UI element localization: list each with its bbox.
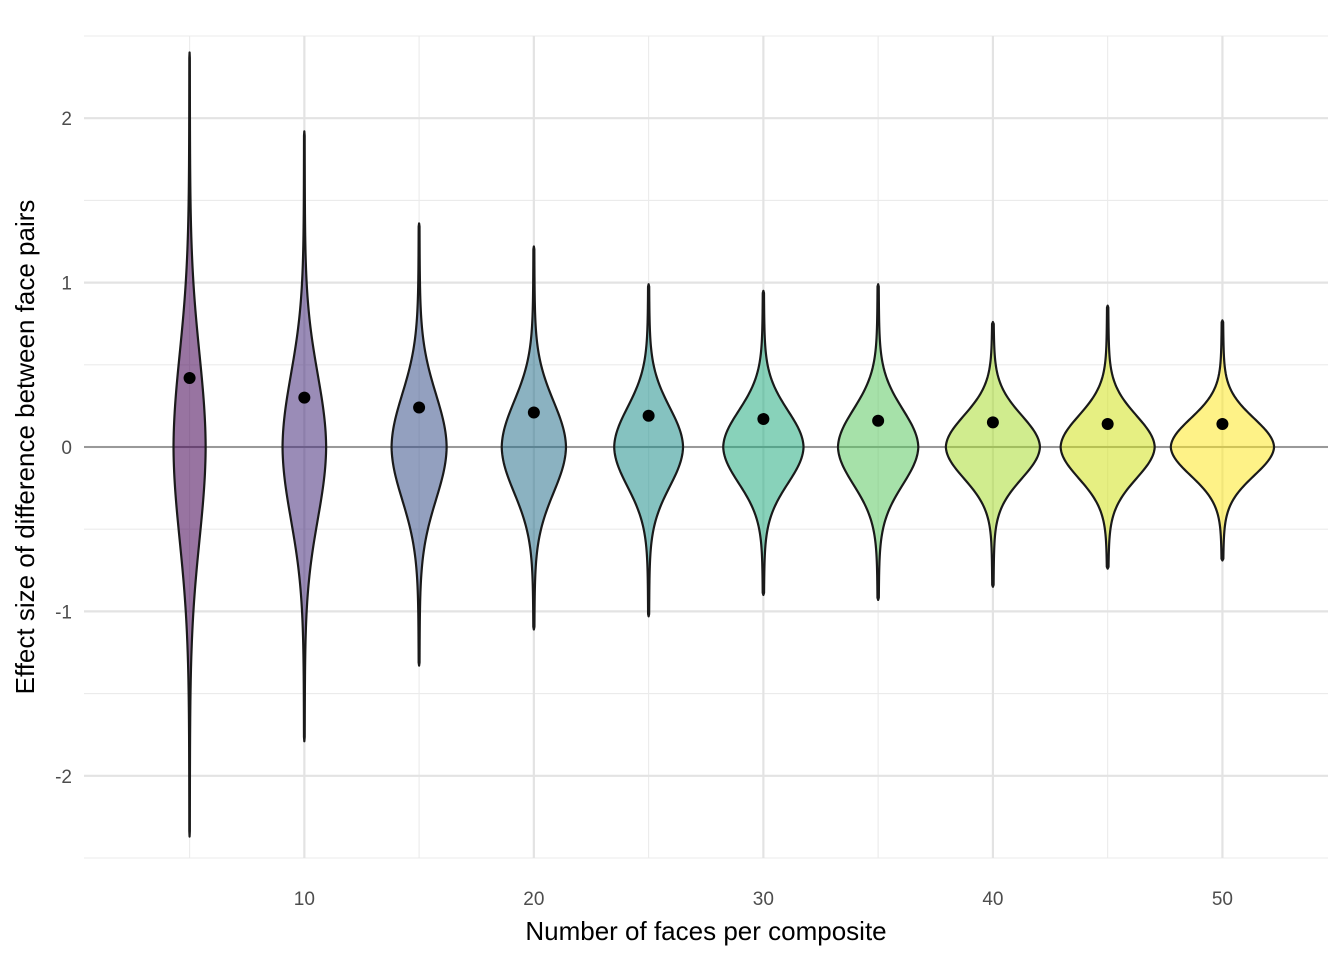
- violin-5: [172, 51, 207, 838]
- mean-point-50: [1216, 417, 1229, 430]
- y-tick-label: 1: [61, 274, 72, 295]
- y-axis-ticks: -2 -1 0 1 2: [55, 109, 72, 788]
- violin-25: [613, 283, 685, 618]
- y-tick-label: 2: [61, 109, 72, 130]
- mean-point-5: [183, 371, 196, 384]
- violin-40: [944, 320, 1042, 588]
- x-tick-label: 40: [982, 889, 1003, 910]
- y-tick-label: -1: [55, 602, 72, 623]
- x-tick-label: 20: [523, 889, 544, 910]
- mean-point-45: [1101, 417, 1114, 430]
- violin-45: [1059, 304, 1156, 570]
- violin-20: [500, 245, 568, 631]
- x-tick-label: 30: [753, 889, 774, 910]
- x-tick-label: 10: [294, 889, 315, 910]
- y-tick-label: 0: [61, 438, 72, 459]
- mean-point-10: [298, 391, 311, 404]
- violin-30: [722, 289, 805, 597]
- mean-points: [183, 371, 1229, 430]
- mean-point-20: [527, 406, 540, 419]
- mean-point-30: [757, 413, 770, 426]
- mean-point-15: [413, 401, 426, 414]
- x-axis-ticks: 10 20 30 40 50: [294, 889, 1233, 910]
- x-axis-title: Number of faces per composite: [525, 916, 886, 946]
- mean-point-35: [872, 414, 885, 427]
- violin-35: [836, 283, 920, 601]
- x-tick-label: 50: [1212, 889, 1233, 910]
- mean-point-40: [986, 416, 999, 429]
- violin-50: [1169, 319, 1276, 562]
- mean-point-25: [642, 409, 655, 422]
- violin-15: [390, 222, 448, 667]
- y-axis-title: Effect size of difference between face p…: [10, 200, 40, 695]
- violin-10: [281, 130, 328, 743]
- y-tick-label: -2: [55, 767, 72, 788]
- violins: [172, 51, 1276, 838]
